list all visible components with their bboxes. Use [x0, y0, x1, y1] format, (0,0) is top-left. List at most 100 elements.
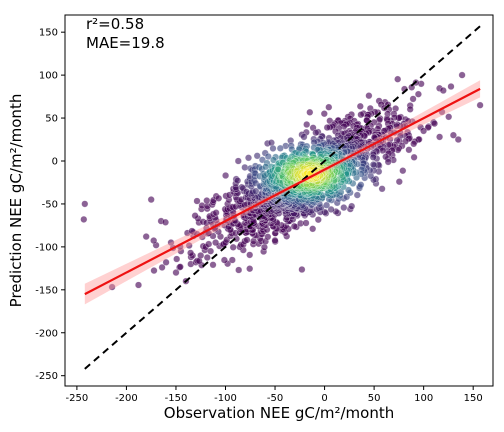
scatter-point: [167, 239, 175, 247]
scatter-point: [449, 131, 457, 139]
y-tick-label: -100: [35, 242, 58, 253]
x-tick-label: -150: [165, 393, 188, 404]
scatter-point: [235, 266, 243, 274]
scatter-point: [185, 241, 193, 249]
scatter-point: [406, 105, 414, 113]
scatter-point: [234, 157, 242, 165]
x-axis-title: Observation NEE gC/m²/month: [164, 404, 394, 422]
scatter-point: [212, 209, 220, 217]
scatter-point: [203, 253, 211, 261]
y-tick-label: -200: [35, 328, 58, 339]
x-tick-label: -250: [66, 393, 89, 404]
scatter-point: [314, 216, 322, 224]
scatter-point: [409, 95, 417, 103]
scatter-point: [408, 83, 416, 91]
scatter-point: [395, 178, 403, 186]
scatter-point: [399, 167, 407, 175]
x-tick-label: -100: [214, 393, 237, 404]
scatter-point: [447, 82, 455, 90]
scatter-point: [325, 103, 333, 111]
scatter-point: [436, 133, 444, 141]
scatter-point: [188, 227, 196, 235]
scatter-point: [357, 181, 365, 189]
scatter-point: [207, 247, 215, 255]
mae-annotation: MAE=19.8: [86, 34, 165, 52]
scatter-point: [276, 144, 284, 152]
y-tick-label: -250: [35, 371, 58, 382]
stats-annotations: r²=0.58 MAE=19.8: [86, 15, 165, 52]
scatter-point: [260, 243, 268, 251]
scatter-point: [134, 281, 142, 289]
scatter-point: [410, 140, 418, 148]
scatter-point: [243, 236, 251, 244]
scatter-point: [150, 237, 158, 245]
scatter-point: [414, 90, 422, 98]
scatter-point: [81, 200, 89, 208]
scatter-point: [162, 258, 170, 266]
plot-area: [80, 25, 484, 370]
scatter-point: [303, 120, 311, 128]
scatter-point: [209, 261, 217, 269]
scatter-point: [191, 212, 199, 220]
x-tick-label: 100: [414, 393, 433, 404]
scatter-point: [176, 263, 184, 271]
scatter-point: [234, 177, 242, 185]
plot-frame: [64, 14, 494, 387]
scatter-point: [246, 251, 254, 259]
scatter-point: [108, 283, 116, 291]
scatter-point: [445, 113, 453, 121]
scatter-point: [378, 185, 386, 193]
x-tick-label: 150: [464, 393, 483, 404]
scatter-point: [253, 152, 261, 160]
scatter-point: [431, 120, 439, 128]
scatter-point: [439, 86, 447, 94]
scatter-point: [327, 205, 335, 213]
scatter-point: [454, 135, 462, 143]
x-tick-label: 0: [321, 393, 327, 404]
y-axis-title: Prediction NEE gC/m²/month: [7, 94, 25, 308]
scatter-point: [222, 171, 230, 179]
scatter-point: [187, 249, 195, 257]
scatter-point: [80, 215, 88, 223]
scatter-point: [306, 108, 314, 116]
scatter-point: [420, 127, 428, 135]
scatter-point: [228, 256, 236, 264]
scatter-point: [173, 255, 181, 263]
scatter-point: [205, 240, 213, 248]
scatter-point: [197, 251, 205, 259]
y-tick-label: 50: [45, 114, 58, 125]
scatter-point: [147, 196, 155, 204]
y-tick-label: 100: [39, 71, 58, 82]
scatter-point: [394, 75, 402, 83]
scatter-point: [161, 218, 169, 226]
scatter-point: [269, 144, 277, 152]
scatter-point: [323, 123, 331, 131]
scatter-point: [229, 243, 237, 251]
scatter-point: [369, 153, 377, 161]
scatter-point: [212, 239, 220, 247]
scatter-point: [410, 153, 418, 161]
scatter-point: [369, 161, 377, 169]
scatter-point: [365, 92, 373, 100]
scatter-point: [271, 236, 279, 244]
scatter-point: [264, 233, 272, 241]
x-tick-label: 50: [368, 393, 381, 404]
y-tick-label: -50: [42, 199, 58, 210]
regression-line: [84, 87, 481, 296]
scatter-point: [298, 266, 306, 274]
scatter-point: [476, 101, 484, 109]
scatter-point: [356, 102, 364, 110]
scatter-point: [312, 129, 320, 137]
scatter-point: [353, 191, 361, 199]
scatter-point: [309, 225, 317, 233]
scatter-point: [302, 219, 310, 227]
scatter-point: [150, 267, 158, 275]
scatter-point: [384, 158, 392, 166]
scatter-point: [348, 202, 356, 210]
scatter-point: [320, 110, 328, 118]
scatter-point: [340, 204, 348, 212]
scatter-point: [264, 152, 272, 160]
scatter-point: [323, 201, 331, 209]
scatter-point: [203, 197, 211, 205]
